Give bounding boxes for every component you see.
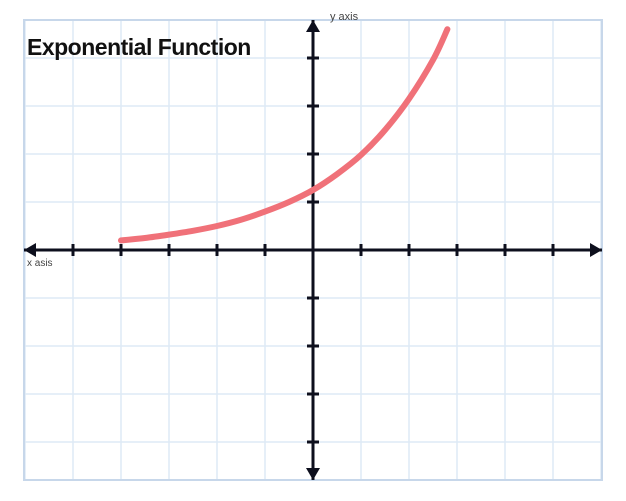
y-axis-label: y axis [330,11,358,23]
chart-svg [0,0,626,501]
x-axis-label: x asis [27,258,53,269]
chart-title: Exponential Function [27,34,251,61]
chart-container: Exponential Function y axis x asis [0,0,626,501]
